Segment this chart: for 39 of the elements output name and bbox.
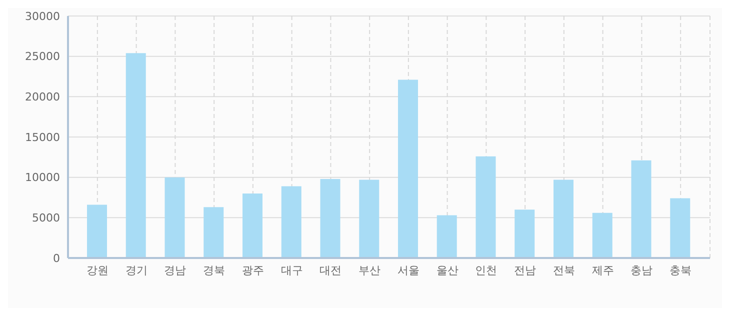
y-tick-label: 15000 (25, 130, 60, 144)
bar (359, 180, 380, 258)
x-tick-label: 경북 (203, 264, 226, 277)
bar (476, 156, 496, 258)
bar (398, 80, 418, 258)
bar (320, 178, 340, 258)
x-tick-label: 전남 (514, 264, 536, 277)
y-tick-label: 0 (53, 252, 60, 265)
bar (126, 53, 146, 258)
bar (592, 212, 612, 258)
bar (631, 160, 652, 258)
y-tick-label: 25000 (25, 50, 60, 64)
x-tick-label: 광주 (242, 264, 264, 277)
y-tick-label: 30000 (25, 10, 60, 23)
x-tick-label: 울산 (436, 264, 458, 277)
x-tick-label: 인천 (475, 264, 498, 277)
y-tick-label: 20000 (25, 90, 60, 104)
x-tick-label: 강원 (86, 264, 108, 277)
x-tick-label: 대전 (320, 264, 342, 277)
bar (281, 186, 302, 258)
bar (87, 204, 107, 258)
x-tick-label: 경남 (164, 264, 186, 277)
bar (242, 193, 262, 258)
x-tick-label: 충남 (630, 264, 653, 277)
x-tick-label: 전북 (552, 264, 575, 277)
x-tick-label: 충북 (670, 264, 692, 277)
x-tick-label: 경기 (125, 264, 148, 277)
bar (164, 177, 185, 258)
x-tick-label: 서울 (397, 264, 420, 277)
y-tick-label: 5000 (32, 212, 60, 225)
bar (670, 198, 690, 258)
bar (436, 215, 457, 258)
bar (554, 180, 574, 258)
y-tick-label: 10000 (25, 171, 60, 184)
x-tick-label: 부산 (358, 264, 381, 277)
x-tick-label: 대구 (280, 264, 303, 277)
x-tick-label: 제주 (592, 264, 614, 277)
bar (204, 207, 224, 258)
bar (514, 210, 535, 258)
